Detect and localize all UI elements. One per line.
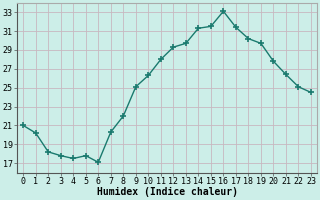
X-axis label: Humidex (Indice chaleur): Humidex (Indice chaleur) bbox=[97, 187, 237, 197]
